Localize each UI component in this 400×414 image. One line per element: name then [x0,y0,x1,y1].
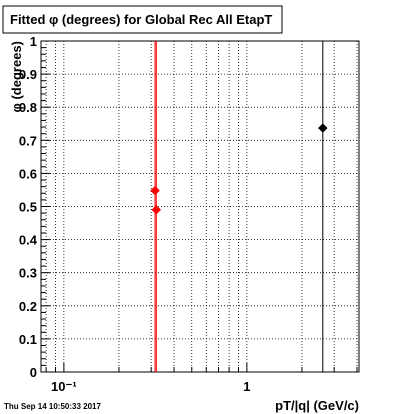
axis-ticks [41,40,358,373]
x-tick-label: 1 [243,379,250,394]
y-tick-label: 0.1 [19,332,37,347]
x-axis-label: pT/|q| (GeV/c) [275,398,359,413]
y-axis-label: φ (degrees) [9,41,24,112]
data-point [317,123,328,133]
x-tick-labels: 10⁻¹ 1 [51,379,250,394]
chart-title: Fitted φ (degrees) for Global Rec All Et… [10,12,272,27]
y-tick-label: 0.3 [19,266,37,281]
title-box [2,5,283,34]
y-tick-label: 0.9 [19,67,37,82]
timestamp: Thu Sep 14 10:50:33 2017 [4,402,101,411]
y-tick-label: 0 [30,365,37,380]
y-tick-label: 0.7 [19,133,37,148]
y-tick-labels: 0 0.1 0.2 0.3 0.4 0.5 0.6 0.7 0.8 0.9 1 [19,34,38,380]
y-tick-label: 1 [30,34,37,49]
y-tick-label: 0.6 [19,166,37,181]
grid [41,41,359,372]
data-marks [150,41,328,372]
x-tick-label: 10⁻¹ [51,379,77,394]
y-tick-label: 0.8 [19,100,37,115]
data-point [151,204,162,215]
data-point [150,185,160,196]
y-tick-label: 0.4 [19,233,38,248]
y-tick-label: 0.2 [19,299,37,314]
y-tick-label: 0.5 [19,200,37,215]
